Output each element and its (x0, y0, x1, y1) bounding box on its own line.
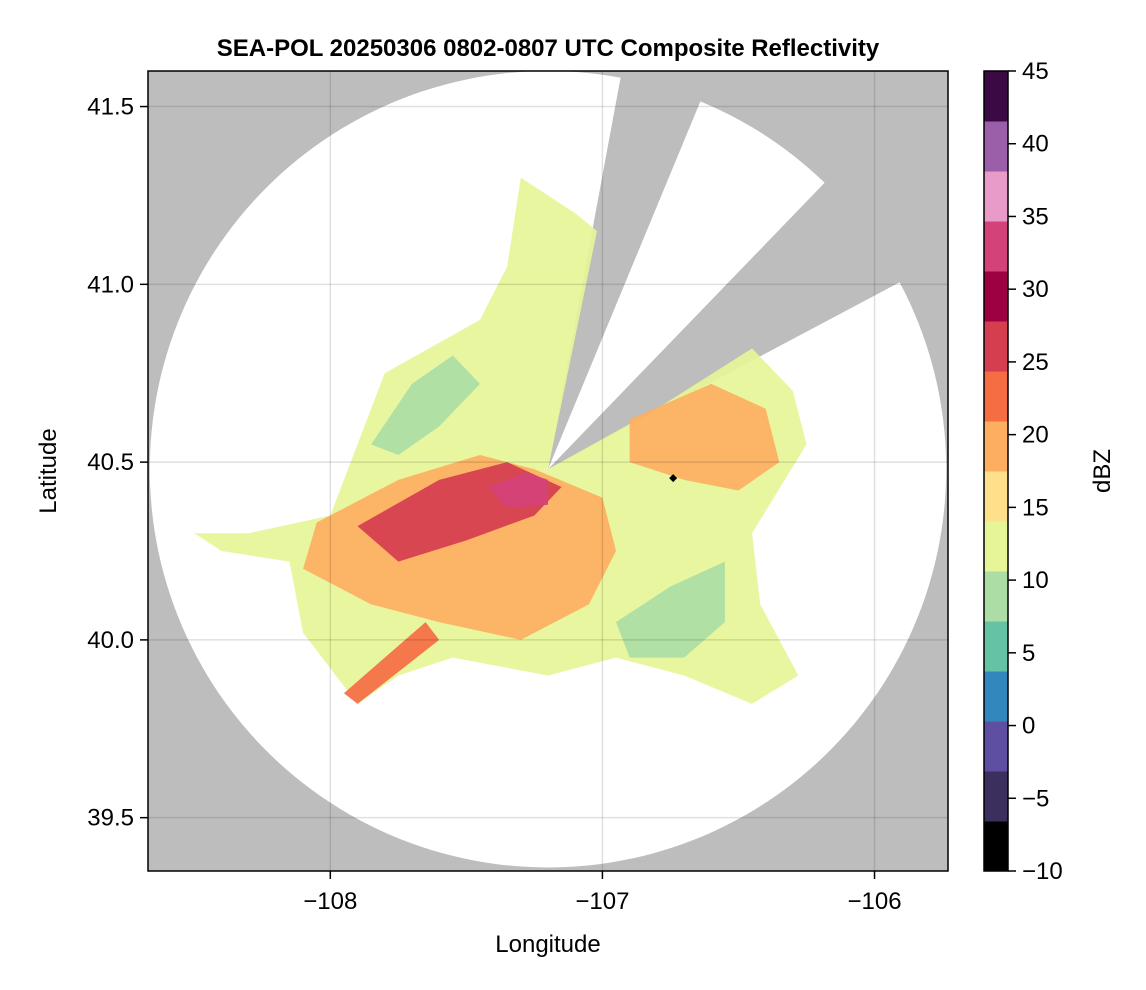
x-tick-label: −106 (847, 888, 901, 915)
grid-lines (148, 71, 948, 871)
colorbar-segment (984, 521, 1008, 572)
colorbar-segment (984, 321, 1008, 372)
colorbar-segment (984, 421, 1008, 472)
colorbar-frame (983, 70, 1009, 872)
y-tick-label: 40.0 (87, 627, 134, 654)
colorbar-tick-label: −10 (1022, 858, 1063, 885)
colorbar-tick-label: 25 (1022, 349, 1049, 376)
colorbar-label: dBZ (1089, 449, 1116, 493)
y-axis-ticks: 39.5 40.0 40.5 41.0 41.5 (87, 94, 148, 832)
echo-region-weak-echo-southeast (616, 561, 725, 658)
colorbar-segment (984, 121, 1008, 172)
colorbar-segment (984, 621, 1008, 672)
x-axis-ticks: −108 −107 −106 (303, 871, 902, 915)
colorbar-tick-label: 0 (1022, 713, 1035, 740)
colorbar-tick-label: 45 (1022, 58, 1049, 85)
colorbar-segment (984, 471, 1008, 522)
colorbar-segment (984, 71, 1008, 122)
x-tick-label: −107 (575, 888, 629, 915)
echo-region-weak-echo-northwest-band (371, 355, 480, 455)
colorbar-segment (984, 671, 1008, 722)
y-axis-label: Latitude (35, 428, 62, 513)
colorbar-tick-label: 30 (1022, 276, 1049, 303)
colorbar-segment (984, 771, 1008, 822)
y-tick-label: 39.5 (87, 805, 134, 832)
colorbar: −10 −5 0 5 10 15 20 25 30 35 40 45 (983, 58, 1063, 885)
y-tick-label: 41.5 (87, 94, 134, 121)
site-marker (669, 474, 678, 483)
chart-title: SEA-POL 20250306 0802-0807 UTC Composite… (217, 35, 880, 62)
colorbar-segment (984, 171, 1008, 222)
echo-region-moderate-echo-southwest-streak (343, 622, 440, 704)
echo-region-intense-echo-near-radar (488, 472, 548, 509)
colorbar-tick-label: 35 (1022, 203, 1049, 230)
colorbar-tick-label: 20 (1022, 422, 1049, 449)
colorbar-tick-label: 5 (1022, 640, 1035, 667)
reflectivity-echo-layer (194, 177, 807, 704)
colorbar-tick-label: 15 (1022, 494, 1049, 521)
colorbar-segment (984, 221, 1008, 272)
y-tick-label: 41.0 (87, 271, 134, 298)
plot-frame (147, 70, 949, 872)
y-tick-label: 40.5 (87, 449, 134, 476)
echo-region-moderate-echo-east (629, 383, 780, 491)
colorbar-segment (984, 371, 1008, 422)
colorbar-tick-label: 40 (1022, 131, 1049, 158)
colorbar-segment (984, 821, 1008, 872)
colorbar-segment (984, 571, 1008, 622)
x-tick-label: −108 (303, 888, 357, 915)
colorbar-segment (984, 271, 1008, 322)
colorbar-segment (984, 721, 1008, 772)
colorbar-tick-label: 10 (1022, 567, 1049, 594)
plot-area (148, 71, 948, 871)
x-axis-label: Longitude (495, 931, 600, 958)
colorbar-tick-label: −5 (1022, 785, 1049, 812)
